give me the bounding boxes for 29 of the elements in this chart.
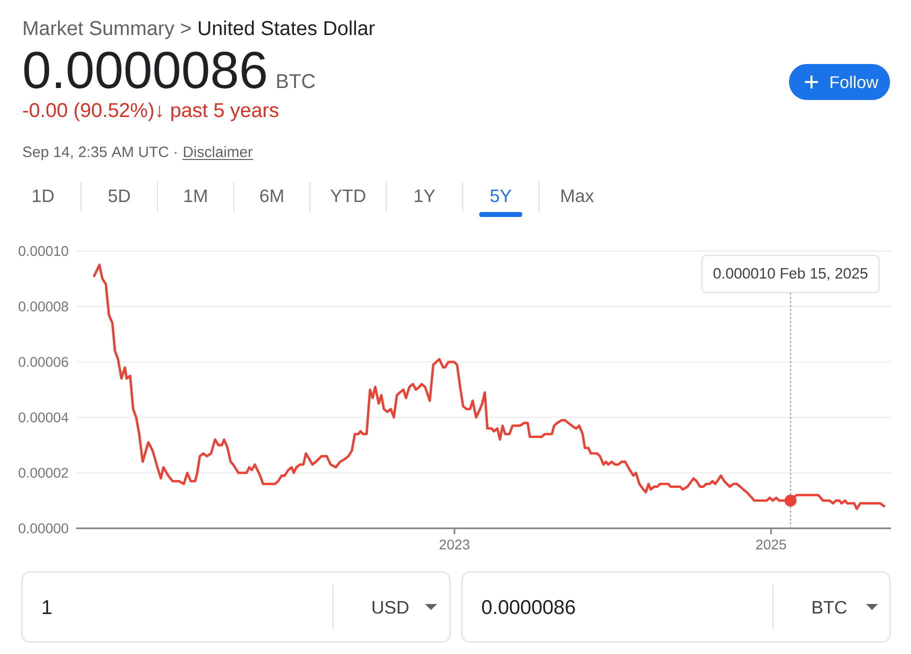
chart-subtitle: 0.0000086 <box>24 52 266 89</box>
text: Market Summary > <box>24 20 191 40</box>
text: -0.00 (90.52%)↓ past 5 years <box>23 102 278 122</box>
text: 1 <box>42 600 52 614</box>
text: 1D <box>32 190 54 202</box>
y-tick-label: 0.00006 <box>18 356 68 367</box>
y-tick-label: 0.00002 <box>18 468 68 478</box>
text: 0.0000086 <box>482 600 575 614</box>
text: 6M <box>260 189 283 202</box>
text: BTC <box>277 74 315 88</box>
text: 1Y <box>414 190 436 202</box>
text: Disclaimer <box>184 146 252 158</box>
x-tick-label: 2025 <box>756 540 786 550</box>
text: 5D <box>108 190 130 202</box>
y-tick-label: 0.00004 <box>18 412 68 422</box>
x-tick-label: 2023 <box>440 540 470 550</box>
text: Max <box>562 190 594 202</box>
text: USD <box>372 600 408 614</box>
text: 5Y <box>490 190 512 202</box>
y-tick-label: 0.00008 <box>18 302 68 312</box>
y-tick-label: 0.00000 <box>18 523 68 534</box>
chart-title: United States Dollar <box>198 20 375 36</box>
text: Follow <box>830 76 878 88</box>
text: BTC <box>812 600 847 614</box>
y-tick-label: 0.00010 <box>18 246 68 256</box>
text: 1M <box>184 190 207 202</box>
text: Sep 14, 2:35 AM UTC · <box>22 146 176 160</box>
text: YTD <box>330 190 366 202</box>
annotation: 0.000010 Feb 15, 2025 <box>714 268 868 280</box>
